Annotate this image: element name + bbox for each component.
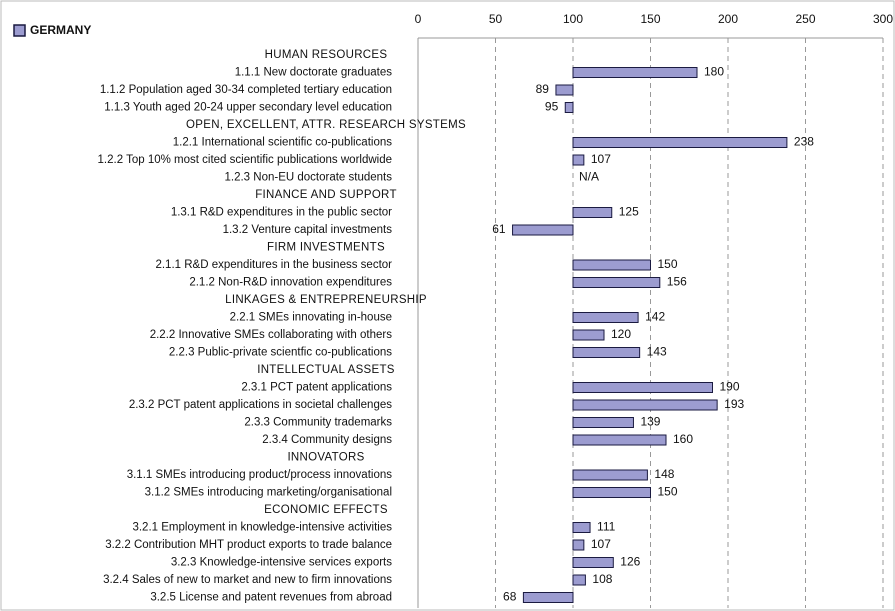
x-tick-label: 50 xyxy=(489,12,503,26)
data-label: 120 xyxy=(611,327,631,341)
x-tick-label: 300 xyxy=(873,12,893,26)
category-label: 3.2.2 Contribution MHT product exports t… xyxy=(105,539,392,551)
category-label: 2.2.2 Innovative SMEs collaborating with… xyxy=(150,329,393,341)
bar xyxy=(572,417,634,428)
category-label: 1.1.1 New doctorate graduates xyxy=(235,67,393,79)
section-header: ECONOMIC EFFECTS xyxy=(264,504,388,516)
category-label: 2.3.2 PCT patent applications in societa… xyxy=(129,399,392,411)
bar xyxy=(572,259,651,271)
data-label: 126 xyxy=(620,555,640,569)
legend-label: GERMANY xyxy=(30,23,91,37)
data-label: 107 xyxy=(591,152,611,166)
category-label: 1.2.1 International scientific co-public… xyxy=(173,137,393,149)
category-label: 2.3.3 Community trademarks xyxy=(244,417,392,429)
bar xyxy=(572,67,698,78)
data-label: 108 xyxy=(592,572,612,586)
category-label: 1.3.1 R&D expenditures in the public sec… xyxy=(171,207,392,219)
data-label: 61 xyxy=(492,222,506,236)
category-label: 2.3.1 PCT patent applications xyxy=(241,382,392,394)
data-label: 125 xyxy=(619,205,639,219)
bar xyxy=(512,224,574,236)
category-label: 2.3.4 Community designs xyxy=(262,434,392,446)
category-label: 2.1.2 Non-R&D innovation expenditures xyxy=(189,277,392,289)
category-label: 3.2.3 Knowledge-intensive services expor… xyxy=(171,557,392,569)
data-label: 150 xyxy=(658,257,678,271)
category-label: 1.2.3 Non-EU doctorate students xyxy=(225,172,393,184)
bar xyxy=(572,207,613,218)
section-header: INTELLECTUAL ASSETS xyxy=(257,364,395,376)
data-label: 139 xyxy=(640,415,660,429)
x-tick-label: 200 xyxy=(718,12,738,26)
bar xyxy=(572,382,713,393)
category-label: 1.3.2 Venture capital investments xyxy=(223,224,393,236)
x-tick-label: 100 xyxy=(563,12,583,26)
data-label: 180 xyxy=(704,65,724,79)
section-header: INNOVATORS xyxy=(287,452,364,464)
data-label: 156 xyxy=(667,275,687,289)
bar xyxy=(572,277,661,288)
category-label: 2.2.3 Public-private scientfic co-public… xyxy=(169,347,392,359)
bar xyxy=(572,347,641,358)
data-label: 111 xyxy=(597,520,616,534)
bar xyxy=(572,522,591,533)
legend-swatch xyxy=(13,24,26,37)
bar xyxy=(572,329,605,341)
category-label: 1.2.2 Top 10% most cited scientific publ… xyxy=(98,154,392,166)
category-label: 3.2.1 Employment in knowledge-intensive … xyxy=(132,522,392,534)
category-label: 2.1.1 R&D expenditures in the business s… xyxy=(155,259,392,271)
data-label: 148 xyxy=(654,467,674,481)
data-label: 89 xyxy=(536,82,550,96)
x-tick-label: 0 xyxy=(415,12,422,26)
data-label: 160 xyxy=(673,432,693,446)
bar xyxy=(572,539,585,551)
bar xyxy=(572,487,651,498)
bar xyxy=(572,312,639,323)
section-header: HUMAN RESOURCES xyxy=(265,49,388,61)
section-header: LINKAGES & ENTREPRENEURSHIP xyxy=(225,294,427,306)
category-label: 3.1.2 SMEs introducing marketing/organis… xyxy=(145,487,392,499)
x-tick-label: 150 xyxy=(640,12,660,26)
section-header: FIRM INVESTMENTS xyxy=(267,242,385,254)
data-label: 193 xyxy=(724,397,744,411)
x-tick-label: 250 xyxy=(795,12,815,26)
data-label: 238 xyxy=(794,135,814,149)
category-label: 2.2.1 SMEs innovating in-house xyxy=(230,312,392,324)
section-header: OPEN, EXCELLENT, ATTR. RESEARCH SYSTEMS xyxy=(186,119,466,131)
bar xyxy=(572,399,718,411)
bar xyxy=(564,102,574,113)
category-label: 3.2.5 License and patent revenues from a… xyxy=(150,592,392,604)
bar xyxy=(572,154,585,166)
data-label: 107 xyxy=(591,537,611,551)
bar xyxy=(572,137,788,148)
bar xyxy=(572,574,586,586)
bar xyxy=(555,84,574,96)
bar xyxy=(572,434,667,446)
data-label: 143 xyxy=(647,345,667,359)
category-label: 3.1.1 SMEs introducing product/process i… xyxy=(127,469,393,481)
bar xyxy=(522,592,574,603)
data-label: 142 xyxy=(645,310,665,324)
data-label: 95 xyxy=(545,100,559,114)
category-label: 1.1.2 Population aged 30-34 completed te… xyxy=(100,84,392,96)
data-label: 68 xyxy=(503,590,517,604)
section-header: FINANCE AND SUPPORT xyxy=(255,189,397,201)
category-label: 3.2.4 Sales of new to market and new to … xyxy=(103,574,392,586)
data-label: 150 xyxy=(658,485,678,499)
bar xyxy=(572,557,614,568)
category-label: 1.1.3 Youth aged 20-24 upper secondary l… xyxy=(104,102,392,114)
bar xyxy=(572,469,648,481)
data-label: N/A xyxy=(579,170,599,184)
data-label: 190 xyxy=(720,380,740,394)
